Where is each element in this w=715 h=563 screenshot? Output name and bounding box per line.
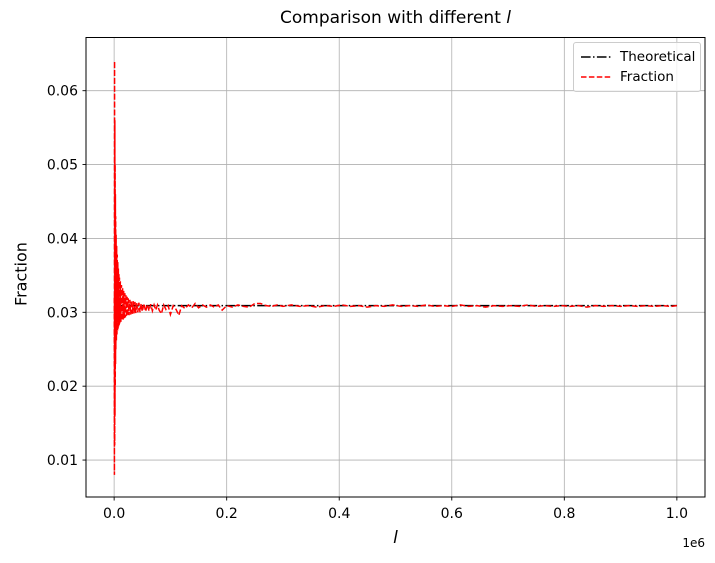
x-tick-label: 0.8 bbox=[553, 506, 575, 522]
y-tick-label: 0.05 bbox=[47, 158, 78, 174]
chart-title-math-symbol: l bbox=[506, 8, 511, 28]
y-tick-label: 0.03 bbox=[47, 305, 78, 321]
x-tick-label: 0.6 bbox=[441, 506, 463, 522]
x-tick-label: 0.4 bbox=[328, 506, 350, 522]
fraction-line-sample-icon bbox=[581, 76, 611, 78]
x-tick-label: 0.2 bbox=[216, 506, 238, 522]
legend-label-fraction: Fraction bbox=[620, 69, 674, 85]
legend-item-theoretical: Theoretical bbox=[581, 49, 696, 65]
y-tick-label: 0.02 bbox=[47, 379, 78, 395]
legend: Theoretical Fraction bbox=[573, 42, 701, 92]
fraction-line bbox=[113, 61, 677, 475]
y-tick-label: 0.06 bbox=[47, 84, 78, 100]
x-axis-label: l bbox=[393, 528, 398, 548]
theoretical-line-sample-icon bbox=[581, 56, 611, 58]
y-tick-label: 0.01 bbox=[47, 453, 78, 469]
y-axis-label: Fraction bbox=[11, 242, 31, 306]
x-tick-label: 1.0 bbox=[666, 506, 688, 522]
axes-frame bbox=[85, 37, 706, 498]
x-tick-label: 0.0 bbox=[103, 506, 125, 522]
legend-item-fraction: Fraction bbox=[581, 69, 693, 85]
legend-label-theoretical: Theoretical bbox=[620, 49, 696, 65]
chart-title-text: Comparison with different bbox=[280, 8, 507, 28]
x-axis-offset-label: 1e6 bbox=[682, 536, 705, 550]
y-tick-label: 0.04 bbox=[47, 231, 78, 247]
chart-title: Comparison with different l bbox=[86, 8, 705, 28]
